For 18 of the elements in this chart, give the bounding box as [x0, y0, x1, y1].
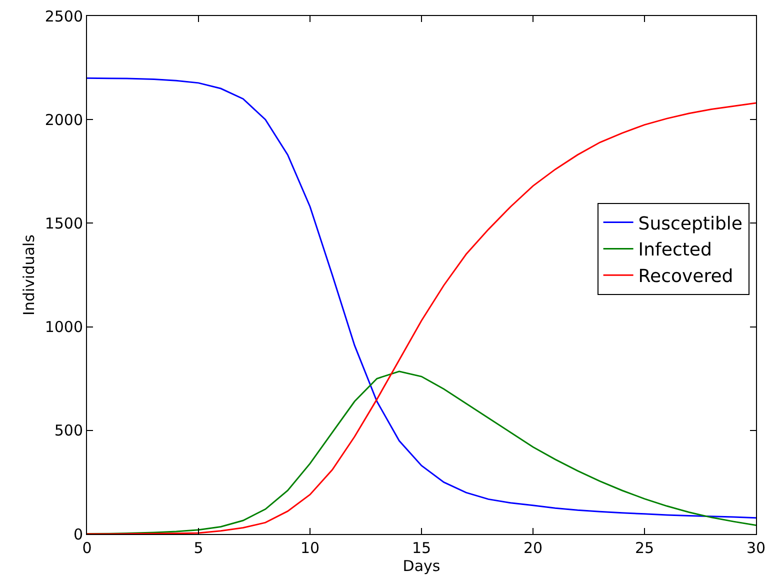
legend-label: Infected [638, 240, 712, 261]
y-tick-label: 1500 [44, 214, 83, 232]
y-axis-title: Individuals [20, 234, 38, 316]
x-axis-title: Days [402, 557, 440, 575]
y-tick-label: 500 [54, 422, 83, 440]
x-tick-label: 15 [412, 539, 432, 557]
x-tick-label: 30 [746, 539, 766, 557]
x-tick-label: 10 [300, 539, 320, 557]
y-tick-label: 1000 [44, 318, 83, 336]
y-tick-label: 0 [73, 525, 83, 544]
line-series [87, 370, 756, 534]
legend-label: Recovered [638, 266, 734, 288]
x-tick-label: 5 [194, 539, 204, 557]
legend-label: Susceptible [638, 213, 742, 234]
x-tick-label: 20 [523, 539, 543, 557]
y-tick-label: 2500 [44, 7, 83, 26]
x-tick-label: 25 [634, 539, 654, 557]
y-tick-label: 2000 [44, 110, 83, 129]
